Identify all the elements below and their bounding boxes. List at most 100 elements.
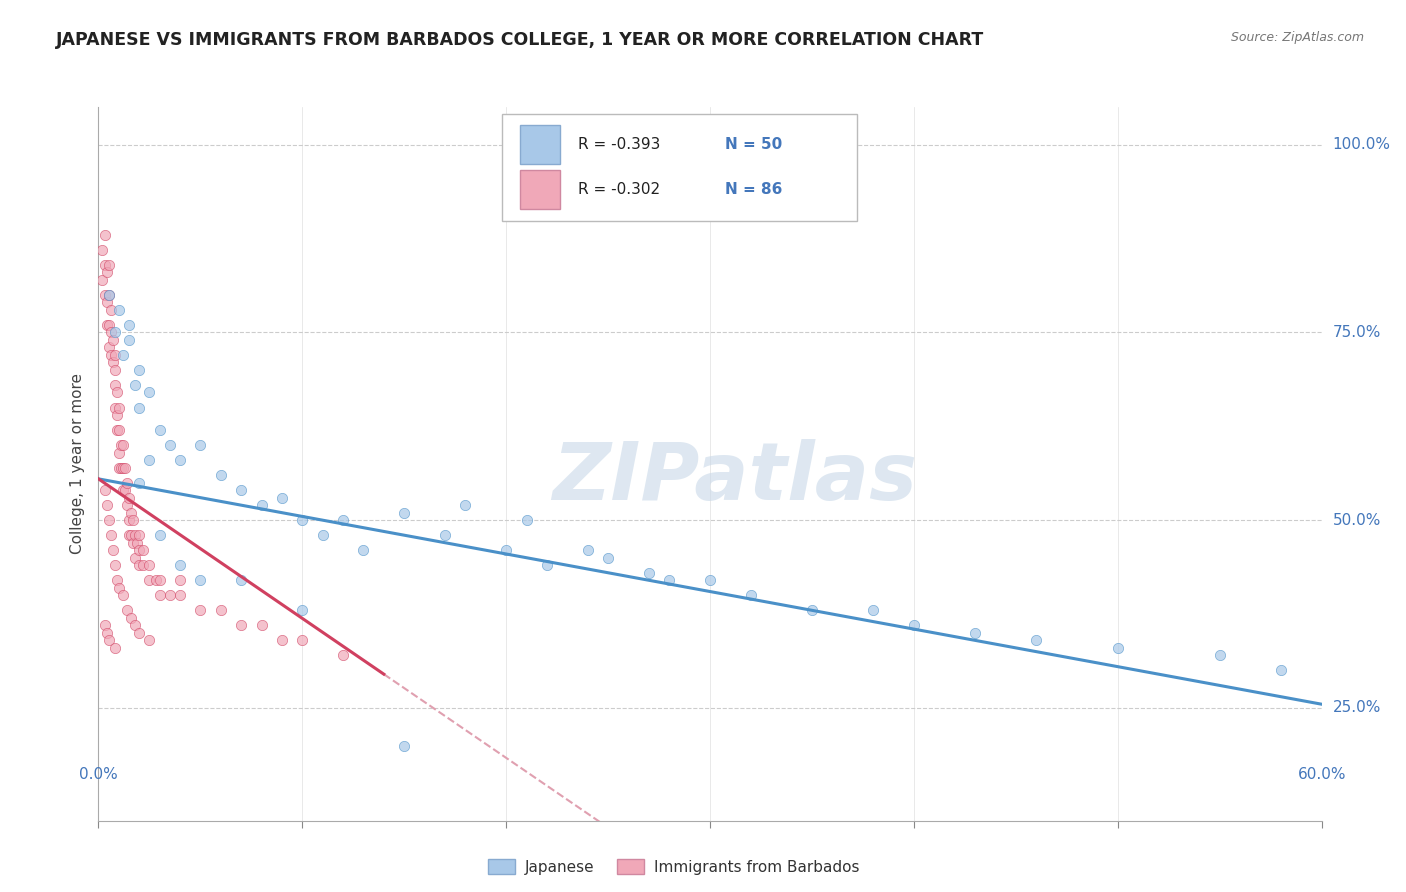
Point <box>576 543 599 558</box>
Point <box>291 513 314 527</box>
Point <box>124 550 146 565</box>
Text: 100.0%: 100.0% <box>1333 137 1391 153</box>
FancyBboxPatch shape <box>520 169 560 209</box>
Point <box>93 258 115 272</box>
Point <box>105 423 128 437</box>
Point <box>149 588 172 602</box>
Text: N = 50: N = 50 <box>724 137 782 152</box>
Point <box>108 423 131 437</box>
Point <box>149 423 172 437</box>
Text: Source: ZipAtlas.com: Source: ZipAtlas.com <box>1230 31 1364 45</box>
Point <box>128 401 150 415</box>
Point <box>128 363 150 377</box>
Text: R = -0.302: R = -0.302 <box>578 182 659 197</box>
Text: 25.0%: 25.0% <box>1333 700 1381 715</box>
Point <box>138 558 160 573</box>
Point <box>101 333 124 347</box>
Point <box>128 625 150 640</box>
Text: R = -0.393: R = -0.393 <box>578 137 661 152</box>
Point <box>108 445 131 459</box>
Point <box>115 475 138 490</box>
Point <box>188 603 212 617</box>
Point <box>392 739 416 753</box>
Point <box>111 588 134 602</box>
Point <box>97 288 120 302</box>
Point <box>1270 664 1292 678</box>
Point <box>138 453 160 467</box>
Point <box>111 438 134 452</box>
Point <box>105 574 128 588</box>
Point <box>120 611 142 625</box>
Point <box>392 506 416 520</box>
Legend: Japanese, Immigrants from Barbados: Japanese, Immigrants from Barbados <box>481 853 865 880</box>
Point <box>100 528 122 542</box>
Point <box>132 558 155 573</box>
Point <box>105 408 128 422</box>
Point <box>231 483 253 497</box>
Text: 75.0%: 75.0% <box>1333 325 1381 340</box>
Point <box>128 475 150 490</box>
FancyBboxPatch shape <box>502 114 856 221</box>
Point <box>169 558 191 573</box>
Point <box>122 535 145 549</box>
Point <box>97 258 120 272</box>
Point <box>118 491 141 505</box>
Point <box>100 302 122 317</box>
Point <box>658 574 681 588</box>
Text: 60.0%: 60.0% <box>1298 767 1346 782</box>
Point <box>128 528 150 542</box>
Point <box>209 603 232 617</box>
Point <box>111 460 134 475</box>
Point <box>169 453 191 467</box>
Point <box>145 574 167 588</box>
Point <box>169 574 191 588</box>
Point <box>96 265 118 279</box>
Point <box>100 348 122 362</box>
Point <box>138 574 160 588</box>
Point <box>127 535 149 549</box>
Text: ZIPatlas: ZIPatlas <box>553 439 917 517</box>
Point <box>104 378 127 392</box>
Point <box>637 566 661 580</box>
Point <box>97 633 120 648</box>
Point <box>270 633 294 648</box>
Point <box>97 288 120 302</box>
Point <box>801 603 824 617</box>
Point <box>903 618 925 632</box>
Point <box>104 640 127 655</box>
Point <box>536 558 558 573</box>
Point <box>188 574 212 588</box>
Point <box>110 438 132 452</box>
Text: JAPANESE VS IMMIGRANTS FROM BARBADOS COLLEGE, 1 YEAR OR MORE CORRELATION CHART: JAPANESE VS IMMIGRANTS FROM BARBADOS COL… <box>56 31 984 49</box>
Point <box>124 618 146 632</box>
Point <box>120 528 142 542</box>
Point <box>332 648 354 663</box>
Point <box>209 468 232 483</box>
Point <box>516 513 538 527</box>
Point <box>96 318 118 332</box>
Point <box>101 355 124 369</box>
Point <box>138 633 160 648</box>
Point <box>862 603 884 617</box>
Point <box>434 528 457 542</box>
Point <box>132 543 155 558</box>
Point <box>250 498 273 512</box>
Point <box>114 483 136 497</box>
Point <box>291 633 314 648</box>
Point <box>965 625 987 640</box>
Point <box>1025 633 1047 648</box>
Point <box>104 348 127 362</box>
Point <box>108 581 131 595</box>
Point <box>188 438 212 452</box>
Point <box>124 378 146 392</box>
Point <box>120 506 142 520</box>
Text: 50.0%: 50.0% <box>1333 513 1381 528</box>
Point <box>93 618 115 632</box>
Point <box>115 603 138 617</box>
Point <box>169 588 191 602</box>
Point <box>250 618 273 632</box>
Point <box>110 460 132 475</box>
Point <box>96 498 118 512</box>
Point <box>454 498 477 512</box>
FancyBboxPatch shape <box>520 125 560 164</box>
